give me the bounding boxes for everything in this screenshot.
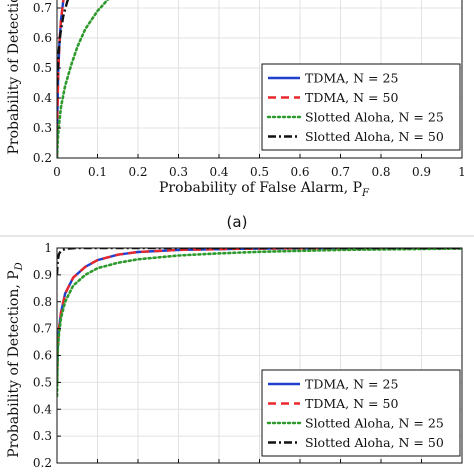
x-tick-label: 0.6 [290, 165, 309, 179]
x-tick-label: 0.9 [412, 165, 431, 179]
y-tick-label: 0.7 [33, 1, 52, 15]
y-ticks-top: 0.20.30.40.50.60.70.8 [33, 1, 61, 165]
y-ticks-bottom: 0.2 0.3 0.4 0.5 0.6 0.7 0.8 0.9 1 [33, 241, 61, 470]
y-tick-label: 0.9 [33, 268, 52, 282]
legend-label: TDMA, N = 50 [305, 90, 398, 105]
legend-label: Slotted Aloha, N = 25 [305, 416, 444, 431]
legend-label: Slotted Aloha, N = 50 [305, 435, 444, 450]
x-tick-label: 0.7 [331, 165, 350, 179]
x-tick-label: 0.8 [371, 165, 390, 179]
y-tick-label: 0.6 [33, 349, 52, 363]
y-tick-label: 0.7 [33, 322, 52, 336]
legend-label: Slotted Aloha, N = 25 [305, 110, 444, 125]
y-tick-label: 1 [44, 241, 52, 255]
legend-label: TDMA, N = 25 [305, 377, 398, 392]
y-tick-label: 0.6 [33, 31, 52, 45]
panel-label-a: (a) [227, 213, 248, 231]
series-top [57, 0, 110, 158]
chart-top: 0 0.1 0.2 0.3 0.4 0.5 0.6 0.7 0.8 0.9 1 0.20.30.40… [6, 0, 466, 231]
y-tick-label: 0.2 [33, 151, 52, 165]
x-ticks-top: 0 0.1 0.2 0.3 0.4 0.5 0.6 0.7 0.8 0.9 1 [53, 154, 466, 179]
legend-bottom: TDMA, N = 25 TDMA, N = 50 Slotted Aloha, N… [261, 369, 461, 457]
x-axis-label-top: Probability of False Alarm, PF [159, 180, 370, 199]
y-axis-label-top: Probability of Detection [6, 0, 22, 155]
y-tick-label: 0.5 [33, 61, 52, 75]
series-line-4 [57, 248, 462, 275]
x-tick-label: 0.2 [128, 165, 147, 179]
legend-label: TDMA, N = 50 [305, 396, 398, 411]
x-ticks-bottom [56, 459, 463, 463]
x-tick-label: 0.3 [169, 165, 188, 179]
series-line-3 [57, 0, 110, 158]
y-tick-label: 0.4 [33, 91, 52, 105]
chart-bottom: 0.2 0.3 0.4 0.5 0.6 0.7 0.8 0.9 1 Probability of… [6, 241, 463, 470]
legend-top: TDMA, N = 25 TDMA, N = 50 Slotted Aloha, N… [261, 63, 461, 151]
x-tick-label: 0 [53, 165, 61, 179]
y-tick-label: 0.4 [33, 402, 52, 416]
y-axis-label-bottom: Probability of Detection, PD [6, 262, 25, 457]
x-tick-label: 1 [458, 165, 466, 179]
x-tick-label: 0.4 [209, 165, 228, 179]
x-tick-label: 0.1 [88, 165, 107, 179]
legend-label: Slotted Aloha, N = 50 [305, 129, 444, 144]
y-tick-label: 0.2 [33, 456, 52, 470]
y-tick-label: 0.3 [33, 121, 52, 135]
legend-label: TDMA, N = 25 [305, 71, 398, 86]
x-tick-label: 0.5 [250, 165, 269, 179]
series-line-4 [57, 0, 70, 87]
y-tick-label: 0.5 [33, 375, 52, 389]
y-tick-label: 0.3 [33, 429, 52, 443]
y-tick-label: 0.8 [33, 295, 52, 309]
